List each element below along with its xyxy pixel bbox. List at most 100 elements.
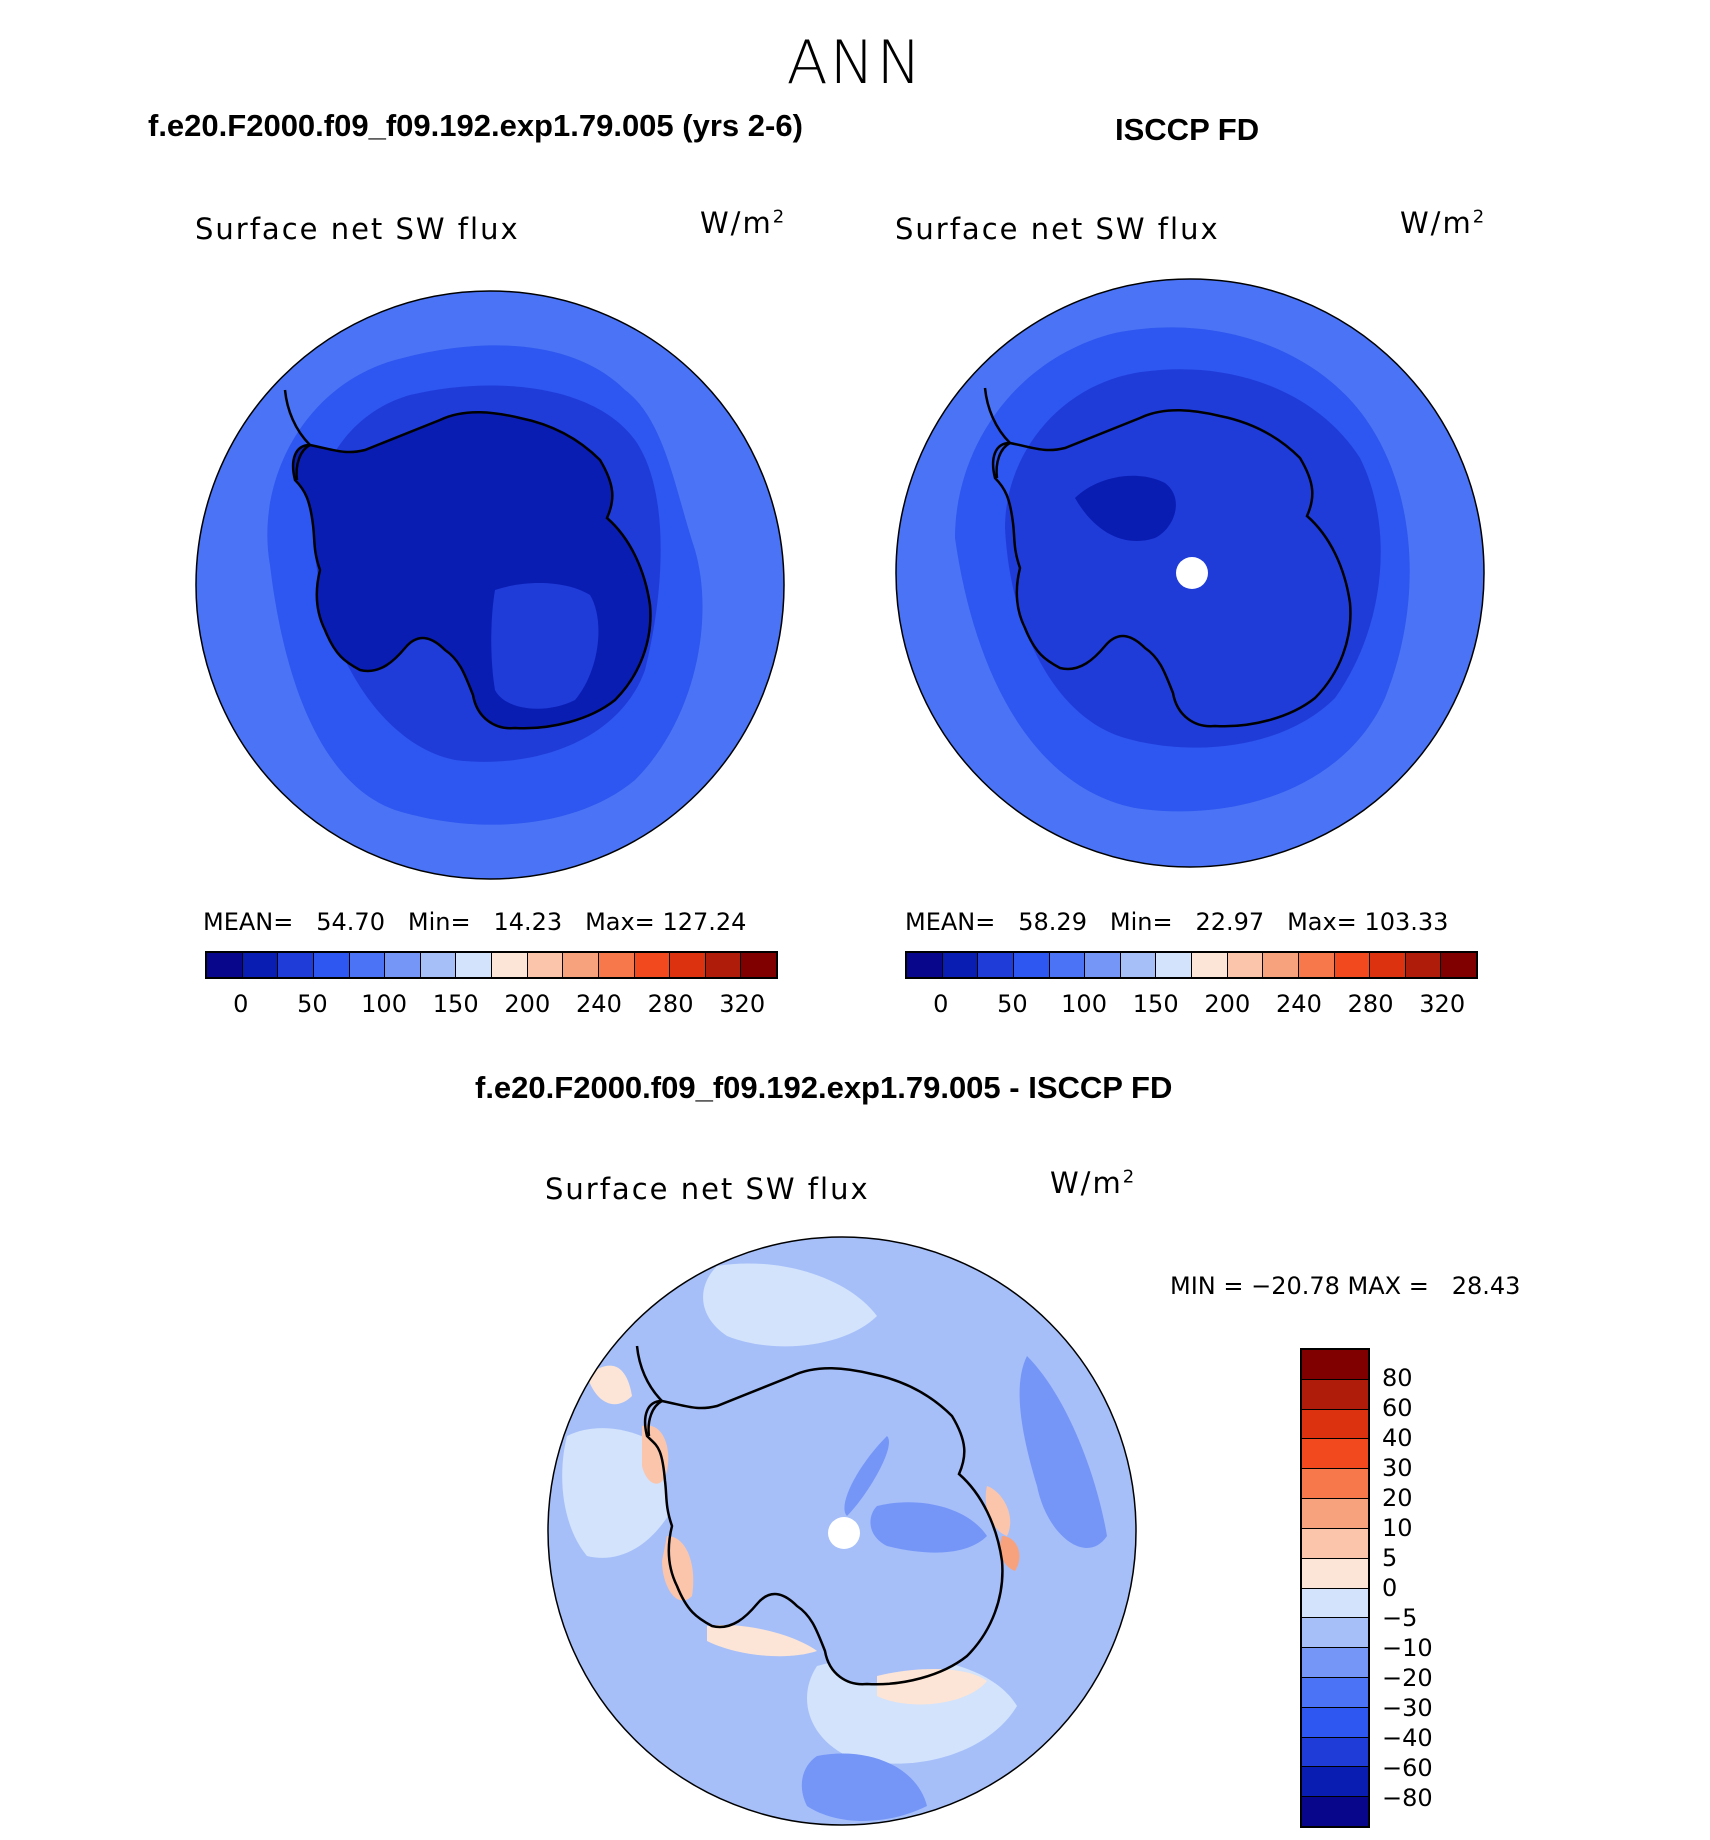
model-coastline bbox=[291, 411, 652, 730]
diff-colorbar-tick: 80 bbox=[1382, 1364, 1413, 1392]
diff-colorbar-swatch bbox=[1302, 1677, 1368, 1708]
model-panel-title: f.e20.F2000.f09_f09.192.exp1.79.005 (yrs… bbox=[148, 108, 803, 143]
model-colorbar-swatch bbox=[492, 953, 528, 977]
model-variable-label: Surface net SW flux bbox=[195, 212, 520, 246]
model-colorbar-tick: 50 bbox=[297, 990, 328, 1018]
obs-colorbar-ticks: 0 50 100 150 200 240 280 320 bbox=[905, 990, 1478, 1022]
model-continent-lighter bbox=[491, 583, 599, 709]
model-colorbar-tick: 240 bbox=[576, 990, 622, 1018]
diff-colorbar-swatch bbox=[1302, 1469, 1368, 1500]
diff-positive-south bbox=[707, 1625, 817, 1657]
diff-colorbar-tick: −60 bbox=[1382, 1754, 1433, 1782]
diff-positive-southeast bbox=[877, 1669, 987, 1705]
obs-colorbar-swatch bbox=[1227, 953, 1264, 977]
model-colorbar-swatch bbox=[670, 953, 706, 977]
diff-colorbar-tick: −20 bbox=[1382, 1664, 1433, 1692]
obs-colorbar-swatch bbox=[1085, 953, 1121, 977]
diff-colorbar-tick: 0 bbox=[1382, 1574, 1398, 1602]
diff-colorbar-swatch bbox=[1302, 1767, 1368, 1798]
diff-positive-east2 bbox=[1000, 1536, 1020, 1571]
model-units-label: W/m2 bbox=[700, 206, 787, 240]
diff-colorbar-swatch bbox=[1302, 1439, 1368, 1470]
diff-colorbar-tick: −40 bbox=[1382, 1724, 1433, 1752]
diff-darker-patch-east bbox=[1019, 1356, 1107, 1548]
model-colorbar-tick: 200 bbox=[504, 990, 551, 1018]
obs-map bbox=[895, 278, 1485, 868]
obs-colorbar-swatch bbox=[1192, 953, 1228, 977]
obs-pole-hole bbox=[1176, 557, 1208, 589]
diff-variable-label: Surface net SW flux bbox=[545, 1172, 870, 1206]
model-colorbar-swatch bbox=[563, 953, 599, 977]
obs-colorbar-tick: 100 bbox=[1061, 990, 1107, 1018]
obs-colorbar-swatch bbox=[1013, 953, 1050, 977]
model-colorbar-tick: 100 bbox=[361, 990, 407, 1018]
diff-colorbar-tick: 30 bbox=[1382, 1454, 1413, 1482]
diff-colorbar-swatch bbox=[1302, 1648, 1368, 1678]
model-colorbar-ticks: 0 50 100 150 200 240 280 320 bbox=[205, 990, 778, 1022]
obs-colorbar-swatch bbox=[1334, 953, 1371, 977]
diff-colorbar-swatch bbox=[1302, 1707, 1368, 1738]
diff-minmax: MIN = −20.78 MAX = 28.43 bbox=[1170, 1272, 1521, 1300]
obs-colorbar bbox=[905, 951, 1478, 979]
diff-colorbar-tick: −5 bbox=[1382, 1604, 1418, 1632]
model-colorbar bbox=[205, 951, 778, 979]
diff-colorbar-swatch bbox=[1302, 1379, 1368, 1410]
diff-colorbar-swatch bbox=[1302, 1528, 1368, 1559]
diff-colorbar-tick: −10 bbox=[1382, 1634, 1433, 1662]
obs-units-label: W/m2 bbox=[1400, 206, 1487, 240]
diff-positive-east bbox=[985, 1486, 1011, 1536]
diff-darker-patch-south bbox=[801, 1753, 927, 1821]
diff-colorbar bbox=[1300, 1348, 1370, 1828]
model-map bbox=[195, 290, 785, 880]
diff-colorbar-tick: 20 bbox=[1382, 1484, 1413, 1512]
diff-colorbar-swatch bbox=[1302, 1737, 1368, 1768]
model-colorbar-tick: 320 bbox=[719, 990, 766, 1018]
diff-colorbar-tick: 60 bbox=[1382, 1394, 1413, 1422]
model-colorbar-swatch bbox=[385, 953, 421, 977]
obs-colorbar-swatch bbox=[1156, 953, 1192, 977]
diff-colorbar-swatch bbox=[1302, 1409, 1368, 1440]
diff-colorbar-tick: −80 bbox=[1382, 1784, 1433, 1812]
model-colorbar-swatch bbox=[598, 953, 635, 977]
model-colorbar-swatch bbox=[207, 953, 243, 977]
model-colorbar-tick: 0 bbox=[233, 990, 249, 1018]
diff-colorbar-swatch bbox=[1302, 1797, 1368, 1826]
obs-stats: MEAN= 58.29 Min= 22.97 Max= 103.33 bbox=[905, 908, 1449, 936]
diff-colorbar-tick: 40 bbox=[1382, 1424, 1413, 1452]
obs-colorbar-swatch bbox=[907, 953, 943, 977]
model-colorbar-swatch bbox=[242, 953, 279, 977]
diff-map-border bbox=[547, 1236, 1137, 1826]
diff-colorbar-ticks: 80 60 40 30 20 10 5 0 −5 −10 −20 −30 −40 −60 −80 bbox=[1382, 1348, 1462, 1828]
obs-colorbar-tick: 200 bbox=[1204, 990, 1251, 1018]
diff-colorbar-swatch bbox=[1302, 1618, 1368, 1649]
diff-map bbox=[547, 1236, 1137, 1826]
model-peninsula bbox=[283, 389, 311, 481]
diff-panel-title: f.e20.F2000.f09_f09.192.exp1.79.005 - IS… bbox=[475, 1070, 1173, 1105]
model-map-border bbox=[195, 290, 785, 880]
diff-colorbar-swatch bbox=[1302, 1558, 1368, 1589]
diff-colorbar-tick: −30 bbox=[1382, 1694, 1433, 1722]
diff-colorbar-swatch bbox=[1302, 1588, 1368, 1619]
obs-colorbar-tick: 280 bbox=[1347, 990, 1394, 1018]
model-colorbar-swatch bbox=[278, 953, 314, 977]
model-stats: MEAN= 54.70 Min= 14.23 Max= 127.24 bbox=[203, 908, 747, 936]
diff-light-patch-north bbox=[703, 1263, 877, 1347]
obs-colorbar-swatch bbox=[1441, 953, 1476, 977]
model-colorbar-swatch bbox=[420, 953, 457, 977]
model-colorbar-swatch bbox=[741, 953, 776, 977]
obs-peninsula bbox=[983, 387, 1011, 479]
diff-positive-north-edge bbox=[587, 1365, 632, 1405]
diff-peninsula bbox=[635, 1345, 663, 1437]
obs-colorbar-swatch bbox=[1298, 953, 1335, 977]
obs-colorbar-swatch bbox=[1049, 953, 1086, 977]
main-title: ANN bbox=[786, 28, 924, 98]
obs-colorbar-swatch bbox=[942, 953, 979, 977]
diff-interior-stripe bbox=[844, 1436, 889, 1516]
diff-units-label: W/m2 bbox=[1050, 1166, 1137, 1200]
diff-interior-darker bbox=[870, 1502, 987, 1553]
obs-continent-darker bbox=[1075, 475, 1176, 542]
diff-pole-hole bbox=[828, 1517, 860, 1549]
diff-positive-west bbox=[642, 1425, 669, 1484]
obs-colorbar-swatch bbox=[978, 953, 1014, 977]
model-colorbar-swatch bbox=[349, 953, 386, 977]
